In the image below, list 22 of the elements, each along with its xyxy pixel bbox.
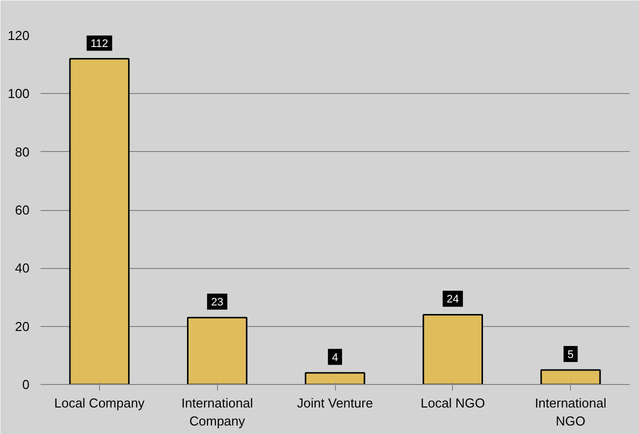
y-tick-label: 120: [8, 28, 30, 43]
data-label: 24: [446, 294, 459, 306]
y-tick-label: 100: [8, 86, 30, 102]
x-tick-label: International NGO: [534, 396, 606, 428]
x-tick-label: International Company: [181, 396, 254, 428]
y-tick-label: 0: [22, 377, 30, 392]
data-label: 23: [211, 296, 224, 309]
x-tick-label: Local NGO: [420, 396, 485, 410]
bar: [304, 372, 366, 384]
bar: [540, 369, 601, 384]
y-tick-label: 60: [15, 202, 30, 218]
data-label: 5: [568, 348, 574, 361]
y-tick-label: 20: [15, 318, 30, 334]
x-tick-label: Local Company: [54, 396, 146, 410]
bar: [187, 316, 248, 384]
bar: [422, 314, 483, 384]
y-tick-label: 80: [15, 144, 30, 160]
x-tick-label: Joint Venture: [297, 396, 373, 410]
y-tick-label: 40: [15, 260, 30, 276]
data-label: 4: [332, 352, 338, 364]
bar: [69, 58, 130, 384]
data-label: 112: [90, 38, 108, 50]
